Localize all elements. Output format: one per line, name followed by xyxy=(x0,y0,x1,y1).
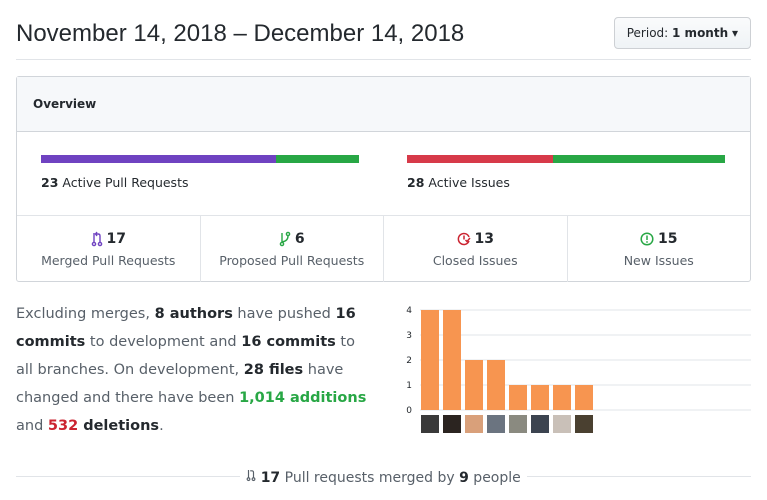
merged-label: Merged Pull Requests xyxy=(41,253,176,268)
git-merge-icon xyxy=(91,231,102,247)
footer-text: people xyxy=(468,470,521,486)
author-avatar[interactable] xyxy=(553,415,571,433)
summary-text: . xyxy=(159,418,164,434)
merged-pull-requests-footer: 17 Pull requests merged by 9 people xyxy=(0,468,767,486)
commit-bar xyxy=(553,385,571,410)
people-count: 9 xyxy=(459,470,469,486)
author-avatar[interactable] xyxy=(575,415,593,433)
overview-title: Overview xyxy=(17,77,750,132)
page-title: November 14, 2018 – December 14, 2018 xyxy=(16,20,465,47)
new-count: 15 xyxy=(658,231,678,247)
proposed-count: 6 xyxy=(294,231,305,247)
active-pull-requests-link[interactable]: 23 Active Pull Requests xyxy=(41,175,188,190)
stat-merged-pull-requests[interactable]: 17 Merged Pull Requests xyxy=(17,216,201,282)
git-pull-request-icon xyxy=(279,231,291,247)
deletions-count: 532 deletions xyxy=(47,418,160,434)
author-avatar[interactable] xyxy=(531,415,549,433)
commits-all-link[interactable]: 16 commits xyxy=(241,334,336,350)
bar-segment xyxy=(276,155,359,163)
commits-by-author-chart: 0 1 2 3 4 xyxy=(406,306,751,433)
y-tick-label: 2 xyxy=(406,356,412,366)
summary-text: to all branches. On development, xyxy=(16,334,355,378)
stat-new-issues[interactable]: 15 New Issues xyxy=(568,216,751,282)
active-issues-link[interactable]: 28 Active Issues xyxy=(407,175,510,190)
period-label: Period: xyxy=(626,26,669,40)
author-avatar[interactable] xyxy=(465,415,483,433)
summary-text: and xyxy=(16,418,48,434)
commit-bar xyxy=(443,310,461,410)
issues-bar[interactable] xyxy=(407,155,725,163)
merged-count: 17 xyxy=(106,231,126,247)
divider xyxy=(16,59,751,60)
period-dropdown[interactable]: Period: 1 month ▾ xyxy=(613,17,751,49)
merged-count: 17 xyxy=(260,470,281,486)
files-changed: 28 files xyxy=(243,362,304,378)
commit-bar xyxy=(487,360,505,410)
authors-count: 8 authors xyxy=(154,306,233,322)
summary-text: Excluding merges, xyxy=(16,306,155,322)
active-issues-label: Active Issues xyxy=(428,175,510,190)
bar-segment xyxy=(407,155,554,163)
period-value: 1 month xyxy=(672,26,729,40)
active-pr-count: 23 xyxy=(41,175,59,190)
proposed-label: Proposed Pull Requests xyxy=(219,253,365,268)
stats-row: 17 Merged Pull Requests 6 Proposed Pull … xyxy=(17,215,750,282)
git-merge-icon xyxy=(246,470,256,482)
author-avatar[interactable] xyxy=(443,415,461,433)
stat-proposed-pull-requests[interactable]: 6 Proposed Pull Requests xyxy=(201,216,384,282)
pull-requests-bar[interactable] xyxy=(41,155,359,163)
overview-panel: Overview 23 Active Pull Requests 28 Acti… xyxy=(16,76,751,282)
closed-label: Closed Issues xyxy=(432,253,518,268)
author-avatar[interactable] xyxy=(509,415,527,433)
footer-text: Pull requests merged by xyxy=(280,470,460,486)
closed-count: 13 xyxy=(474,231,494,247)
author-avatar[interactable] xyxy=(487,415,505,433)
active-issues-count: 28 xyxy=(407,175,425,190)
summary-text: have changed and there have been xyxy=(16,362,344,406)
y-tick-label: 3 xyxy=(406,331,412,341)
summary-text: to development and xyxy=(85,334,242,350)
commit-bar xyxy=(421,310,439,410)
issue-closed-icon xyxy=(457,232,471,246)
y-tick-label: 0 xyxy=(406,406,412,416)
bar-segment xyxy=(41,155,277,163)
additions-count: 1,014 additions xyxy=(239,390,367,406)
commit-bar xyxy=(575,385,593,410)
commit-bar xyxy=(531,385,549,410)
commit-bar xyxy=(509,385,527,410)
caret-down-icon: ▾ xyxy=(731,26,738,40)
author-avatar[interactable] xyxy=(421,415,439,433)
issue-opened-icon xyxy=(640,232,654,246)
stat-closed-issues[interactable]: 13 Closed Issues xyxy=(384,216,568,282)
commits-development-link[interactable]: 16 commits xyxy=(16,306,356,350)
summary-text: have pushed xyxy=(232,306,336,322)
commit-bar xyxy=(465,360,483,410)
y-tick-label: 4 xyxy=(406,306,412,316)
commit-summary: Excluding merges, 8 authors have pushed … xyxy=(16,300,376,440)
active-pr-label: Active Pull Requests xyxy=(62,175,189,190)
bar-segment xyxy=(553,155,725,163)
new-label: New Issues xyxy=(623,253,694,268)
y-tick-label: 1 xyxy=(406,381,412,391)
